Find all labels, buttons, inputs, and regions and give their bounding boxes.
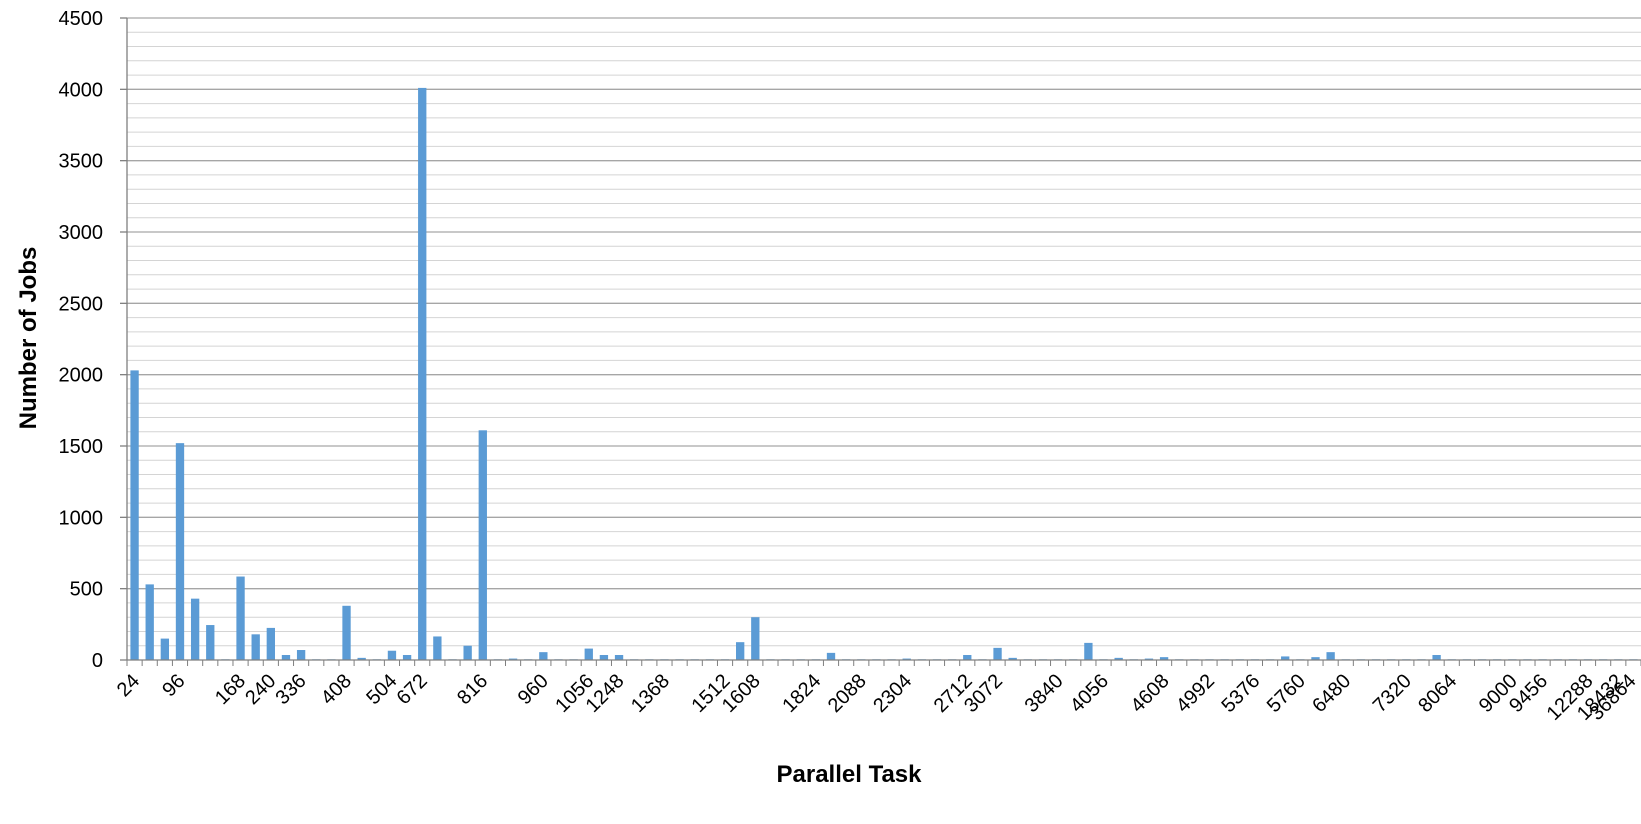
bar — [584, 648, 593, 660]
bar — [1114, 657, 1123, 660]
bar — [599, 655, 609, 660]
gridlines — [127, 17, 1641, 647]
bar — [296, 650, 306, 660]
bar — [418, 87, 427, 660]
bar — [1432, 655, 1441, 660]
x-tick-label: 96 — [158, 670, 189, 701]
bar — [539, 652, 548, 660]
y-tick-label: 1000 — [59, 507, 104, 529]
bar — [433, 636, 442, 660]
bar — [508, 658, 518, 660]
bar — [478, 430, 487, 660]
x-tick-label: 408 — [317, 670, 356, 709]
x-tick-label: 24 — [113, 670, 144, 701]
x-tick-label: 3840 — [1021, 670, 1068, 717]
y-tick-label: 3000 — [59, 222, 104, 244]
bar — [190, 598, 200, 660]
bar — [387, 650, 397, 660]
bar — [1281, 656, 1290, 660]
bar — [751, 617, 760, 660]
y-tick-label: 4000 — [59, 79, 104, 101]
x-tick-label: 960 — [514, 670, 553, 709]
bars — [130, 87, 1638, 660]
bar — [281, 655, 291, 660]
y-tick-label: 3500 — [59, 151, 104, 173]
bar — [902, 658, 911, 660]
bar — [1144, 658, 1154, 660]
y-axis-title: Number of Jobs — [15, 247, 42, 430]
x-tick-label: 1824 — [778, 670, 825, 717]
x-tick-label: 8064 — [1414, 670, 1461, 717]
bar — [1084, 642, 1093, 660]
x-tick-label: 4608 — [1127, 670, 1174, 717]
bar — [175, 443, 185, 660]
bar — [206, 625, 215, 660]
x-tick-label: 4056 — [1066, 670, 1113, 717]
bar — [236, 576, 245, 660]
x-tick-label: 6480 — [1308, 670, 1355, 717]
y-tick-label: 4500 — [59, 8, 104, 30]
bar — [342, 605, 351, 660]
bar — [266, 627, 275, 660]
y-tick-label: 500 — [70, 579, 103, 601]
bar — [1159, 657, 1169, 660]
bar — [1311, 657, 1320, 660]
y-tick-label: 1500 — [59, 436, 104, 458]
x-tick-label: 7320 — [1369, 670, 1416, 717]
bar — [251, 634, 260, 660]
x-tick-label: 5760 — [1263, 670, 1310, 717]
bar — [614, 655, 624, 660]
bar — [736, 642, 745, 660]
bar — [826, 652, 836, 660]
bar — [1008, 657, 1017, 660]
x-tick-label: 5376 — [1217, 670, 1264, 717]
x-tick-label: 816 — [453, 670, 492, 709]
x-tick-label: 2088 — [824, 670, 871, 717]
x-tick-label: 4992 — [1172, 670, 1219, 717]
bar — [357, 657, 366, 660]
x-tick-label: 336 — [271, 670, 310, 709]
bar — [963, 655, 972, 660]
x-axis-title: Parallel Task — [777, 761, 923, 788]
bar — [145, 584, 154, 660]
x-tick-label: 2304 — [869, 670, 916, 717]
bar — [160, 638, 170, 660]
x-tick-label: 672 — [393, 670, 432, 709]
bar — [463, 645, 472, 660]
bar — [402, 655, 412, 660]
y-tick-label: 0 — [92, 650, 103, 672]
y-tick-label: 2500 — [59, 293, 104, 315]
x-tick-label: 1368 — [627, 670, 674, 717]
bar — [130, 370, 139, 660]
axes — [120, 17, 1641, 666]
bar — [1326, 652, 1335, 660]
y-tick-label: 2000 — [59, 365, 104, 387]
bar — [993, 647, 1002, 660]
